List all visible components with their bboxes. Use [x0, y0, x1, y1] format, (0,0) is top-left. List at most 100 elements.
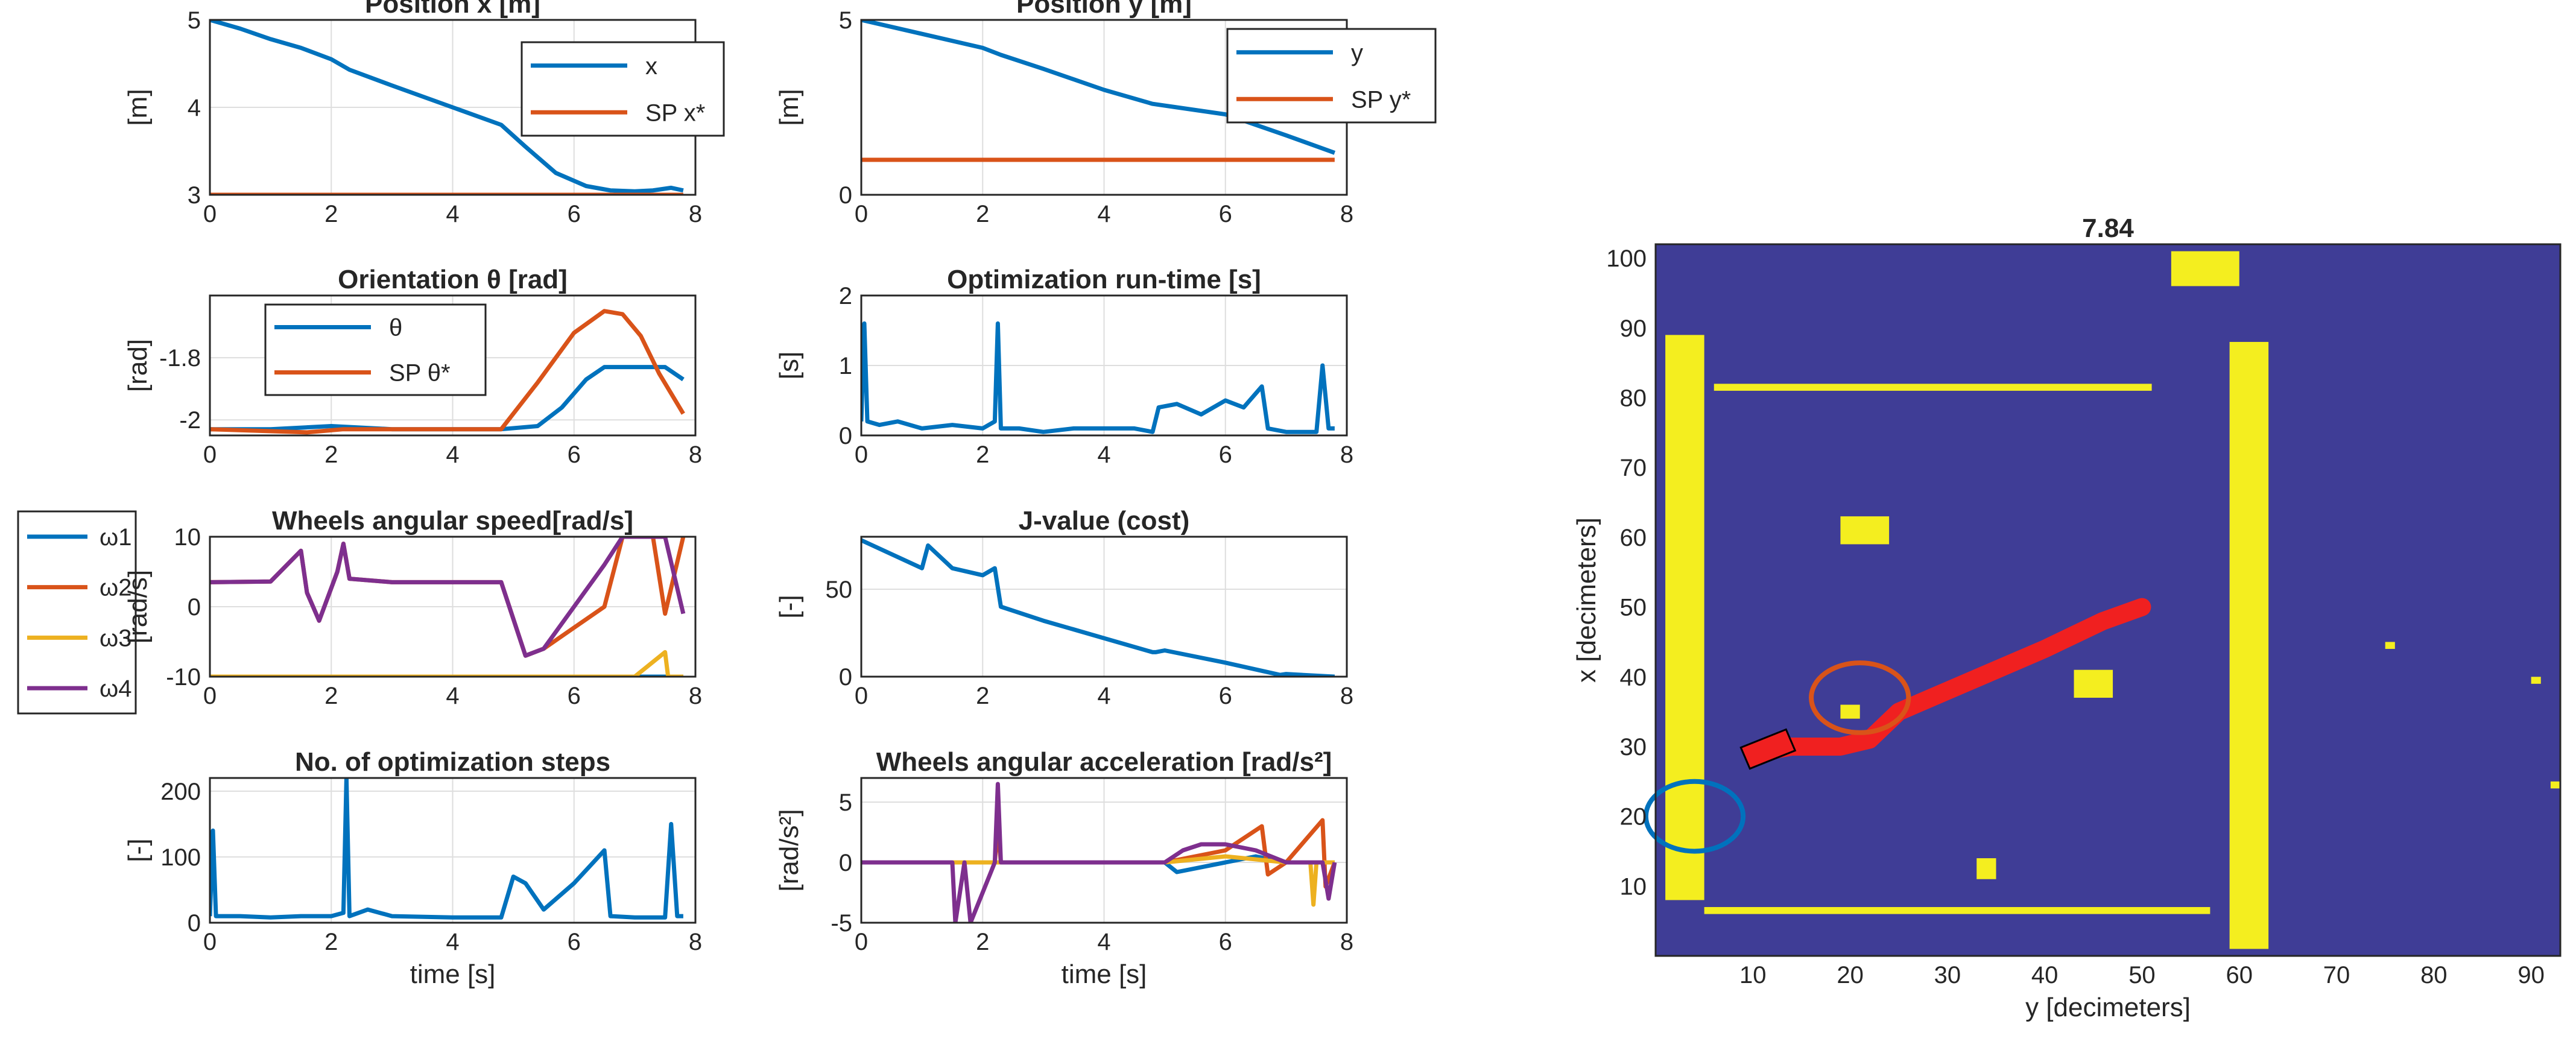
orange-circle — [1809, 660, 1911, 735]
y-tick-label: 5 — [188, 7, 201, 34]
x-tick-label: 4 — [446, 441, 459, 468]
obstacle-blob-c — [2074, 669, 2113, 698]
y-tick-label: 10 — [1620, 873, 1647, 900]
y-tick-label: 60 — [1620, 525, 1647, 551]
x-tick-label: 4 — [1097, 201, 1110, 227]
series-run-time — [861, 321, 1335, 434]
x-tick-label: 20 — [1837, 962, 1864, 988]
x-tick-label: 0 — [855, 929, 868, 955]
y-tick-label: 80 — [1620, 385, 1647, 412]
x-tick-label: 0 — [203, 929, 217, 955]
y-axis-label: [rad/s²] — [774, 809, 804, 892]
y-axis-label: [rad] — [123, 339, 153, 392]
obstacle-top-wall — [1714, 384, 2152, 391]
chart-opt-runtime: 0 2 4 6 8 0 1 2 Optimization run-time [s] [s] — [774, 265, 1353, 468]
x-tick-label: 2 — [976, 441, 989, 468]
x-tick-label: 2 — [976, 929, 989, 955]
obstacle-blob-a — [1840, 516, 1890, 545]
y-tick-label: 5 — [839, 789, 852, 816]
x-tick-label: 4 — [446, 201, 459, 227]
x-tick-label: 4 — [446, 683, 459, 709]
x-tick-label: 2 — [324, 441, 338, 468]
chart-title: 7.84 — [2082, 213, 2134, 243]
robot-marker — [1739, 728, 1797, 770]
legend-label: y — [1351, 40, 1363, 66]
y-tick-label: -2 — [179, 407, 201, 434]
legend: ω1 ω2 ω3 ω4 — [17, 510, 137, 715]
y-tick-label: 3 — [188, 182, 201, 209]
obstacle-blob-b — [1840, 704, 1860, 719]
y-axis-label: [m] — [123, 89, 153, 125]
obstacle-right-wall — [2229, 341, 2269, 949]
x-axis-label: y [decimeters] — [2025, 993, 2191, 1022]
x-tick-label: 80 — [2420, 962, 2448, 988]
y-tick-label: 200 — [160, 779, 201, 805]
obstacle-dot-2 — [2531, 677, 2541, 684]
chart-title: Position y [m] — [1016, 0, 1192, 19]
series-ω4 — [210, 537, 686, 658]
x-tick-label: 30 — [1934, 962, 1961, 988]
legend-label: SP θ* — [389, 360, 451, 387]
legend-box — [17, 510, 137, 715]
legend-label: ω2 — [100, 575, 131, 601]
legend-label: ω1 — [100, 524, 131, 551]
y-tick-label: 30 — [1620, 734, 1647, 760]
y-axis-label: [-] — [123, 838, 153, 862]
series-ω4 — [861, 782, 1337, 923]
chart-title: Optimization run-time [s] — [947, 265, 1261, 294]
x-tick-label: 2 — [324, 929, 338, 955]
y-axis-label: [rad/s] — [123, 570, 153, 643]
axes-frame — [209, 536, 697, 678]
x-tick-label: 8 — [1340, 929, 1353, 955]
series-steps — [210, 778, 683, 920]
legend: x SP x* — [521, 41, 725, 137]
chart-pos-x: x SP x* 0 2 4 6 8 3 4 5 Position x [m] [m] — [123, 0, 725, 227]
axes-frame — [860, 777, 1348, 924]
obstacle-top-right-fragment — [2171, 251, 2239, 286]
y-axis-label: [m] — [774, 89, 804, 125]
axes-frame — [209, 777, 697, 924]
series-θ — [210, 365, 685, 432]
y-tick-label: -1.8 — [159, 345, 201, 371]
legend-label: θ — [389, 315, 402, 341]
legend-label: x — [645, 53, 657, 80]
chart-title: J-value (cost) — [1019, 506, 1190, 536]
obstacle-left-wall — [1665, 335, 1704, 900]
obstacle-dot-3 — [2550, 781, 2560, 789]
x-tick-label: 8 — [689, 929, 702, 955]
x-tick-label: 0 — [203, 201, 217, 227]
x-tick-label: 8 — [689, 201, 702, 227]
y-tick-label: -10 — [166, 664, 201, 691]
x-tick-label: 8 — [1340, 201, 1353, 227]
legend-label: ω4 — [100, 675, 131, 702]
y-tick-label: 0 — [839, 423, 852, 449]
x-tick-label: 70 — [2323, 962, 2350, 988]
blue-circle — [1643, 779, 1746, 854]
y-tick-label: 2 — [839, 283, 852, 309]
legend-label: SP y* — [1351, 86, 1411, 113]
chart-title: Wheels angular acceleration [rad/s²] — [876, 747, 1332, 777]
y-tick-label: 100 — [160, 844, 201, 871]
x-tick-label: 2 — [324, 201, 338, 227]
y-tick-label: 0 — [839, 850, 852, 876]
y-tick-label: 50 — [1620, 595, 1647, 621]
robot-path — [1744, 598, 2151, 763]
x-tick-label: 0 — [203, 441, 217, 468]
y-tick-label: 0 — [188, 910, 201, 937]
chart-orient: θ SP θ* 0 2 4 6 8 -2 -1.8 Orientation θ [rad] [rad… — [123, 265, 702, 468]
x-tick-label: 4 — [1097, 441, 1110, 468]
x-tick-label: 10 — [1739, 962, 1767, 988]
y-tick-label: 5 — [839, 7, 852, 34]
y-axis-label: [-] — [774, 595, 804, 618]
series-SP θ* — [210, 309, 685, 435]
x-tick-label: 2 — [976, 683, 989, 709]
x-axis-label: time [s] — [1062, 960, 1147, 989]
legend: θ SP θ* — [264, 303, 487, 396]
y-axis-label: [s] — [774, 352, 804, 379]
x-tick-label: 50 — [2128, 962, 2156, 988]
chart-occupancy-map: 10 20 30 40 50 60 70 80 90 10 20 30 40 50 60 70 80 90 100 7… — [1572, 213, 2562, 1022]
y-tick-label: -5 — [831, 910, 852, 937]
x-tick-label: 40 — [2031, 962, 2059, 988]
